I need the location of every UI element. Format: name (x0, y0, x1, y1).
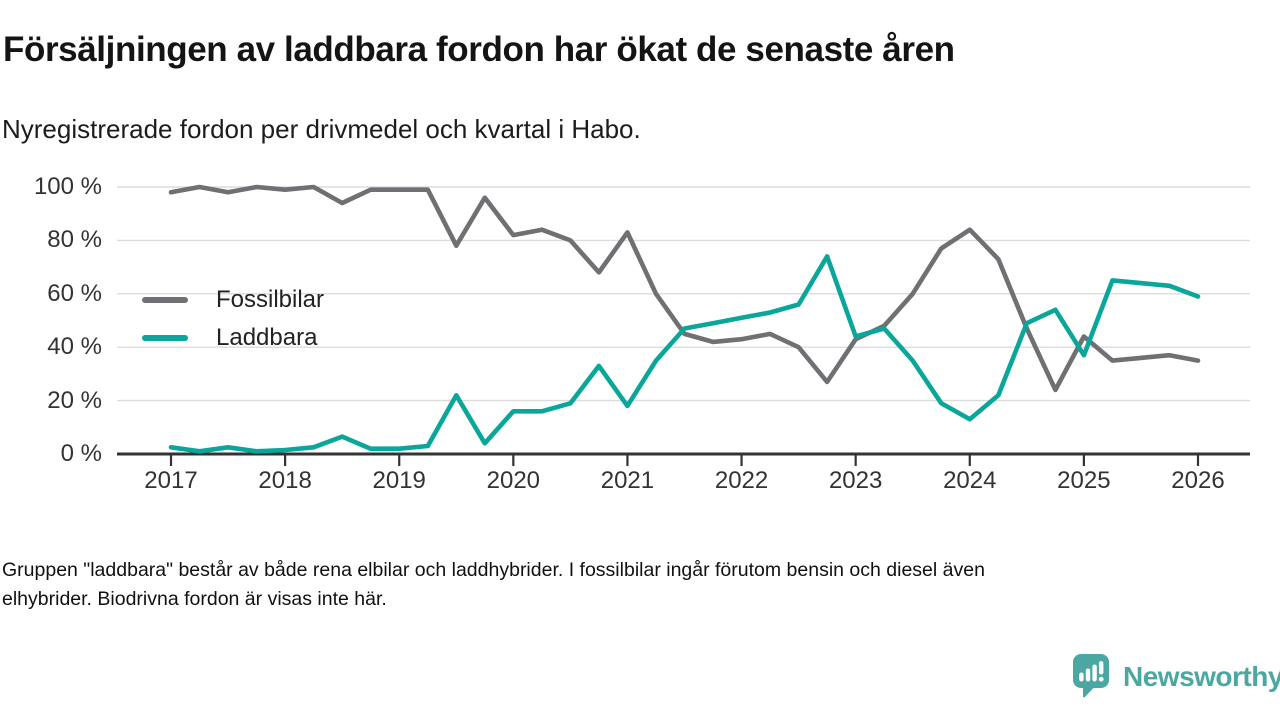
newsworthy-logo-text: Newsworthy (1123, 660, 1280, 692)
x-axis-label: 2020 (486, 467, 541, 494)
x-axis-label: 2026 (1171, 467, 1225, 494)
legend-label-laddbara: Laddbara (216, 324, 318, 351)
x-axis-label: 2019 (372, 467, 426, 494)
y-axis-label: 60 % (47, 279, 102, 307)
x-axis-label: 2022 (714, 467, 769, 494)
x-axis-label: 2017 (144, 467, 198, 494)
x-axis-label: 2025 (1057, 467, 1111, 494)
legend-item-laddbara: Laddbara (142, 319, 324, 357)
x-axis-label: 2023 (828, 467, 883, 494)
newsworthy-speech-bubble-chart-icon (1073, 654, 1109, 698)
newsworthy-logo: Newsworthy (1072, 653, 1280, 700)
y-axis-label: 0 % (60, 440, 102, 467)
chart-legend: Fossilbilar Laddbara (142, 281, 324, 357)
y-axis-label: 80 % (47, 226, 102, 254)
footnote-line-1: Gruppen "laddbara" består av både rena e… (2, 559, 985, 581)
footnote: Gruppen "laddbara" består av både rena e… (2, 556, 1272, 614)
series-line-fossilbilar (168, 184, 1201, 393)
legend-item-fossilbilar: Fossilbilar (142, 281, 324, 319)
x-axis-label: 2018 (258, 467, 312, 494)
series-line-laddbara (168, 254, 1201, 454)
footnote-line-2: elhybrider. Biodrivna fordon är visas in… (2, 588, 387, 610)
chart-subtitle: Nyregistrerade fordon per drivmedel och … (2, 114, 641, 144)
legend-label-fossilbilar: Fossilbilar (216, 286, 325, 313)
legend-swatch-fossilbilar (142, 297, 188, 303)
x-axis-label: 2021 (600, 467, 655, 494)
y-axis-label: 20 % (47, 386, 102, 414)
y-axis-label: 100 % (33, 173, 102, 200)
x-axis-label: 2024 (943, 467, 997, 494)
legend-swatch-laddbara (142, 335, 188, 341)
y-axis-label: 40 % (47, 333, 102, 361)
chart-title: Försäljningen av laddbara fordon har öka… (3, 30, 955, 69)
